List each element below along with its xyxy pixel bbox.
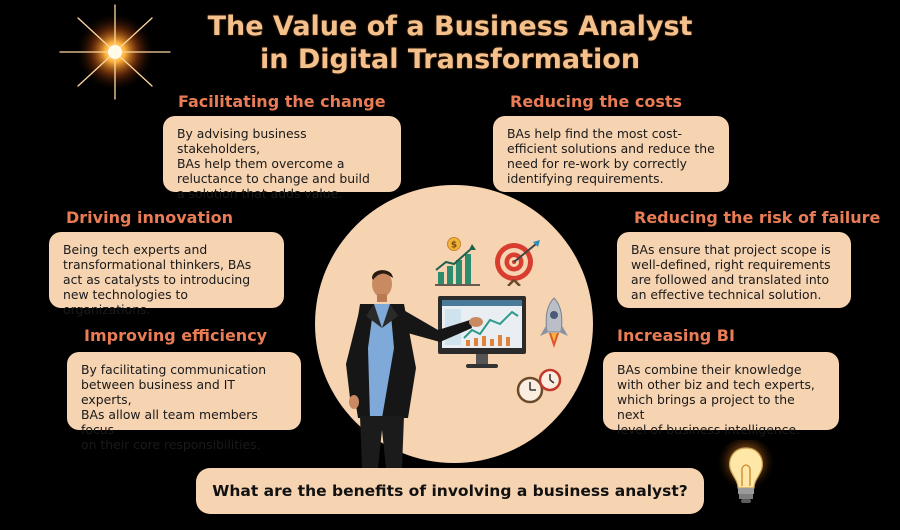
box-driving-innovation: Being tech experts and transformational …	[49, 232, 284, 317]
text-line: well-defined, right requirements	[631, 257, 831, 272]
target-icon	[495, 240, 540, 286]
text-line: BAs help them overcome a	[177, 156, 345, 171]
text-line: on their core responsibilities.	[81, 437, 261, 452]
text-line: BAs ensure that project scope is	[631, 242, 831, 257]
svg-text:$: $	[451, 241, 457, 251]
title-line-2: in Digital Transformation	[259, 44, 641, 75]
heading-improving-efficiency: Improving efficiency	[84, 326, 268, 345]
text-line: Being tech experts and	[63, 242, 208, 257]
box-increasing-bi: BAs combine their knowledge with other b…	[603, 352, 839, 437]
text-line: with other biz and tech experts,	[617, 377, 815, 392]
heading-increasing-bi: Increasing BI	[617, 326, 735, 345]
box-reducing-costs: BAs help find the most cost- efficient s…	[493, 116, 729, 192]
text-line: BAs help find the most cost-	[507, 126, 682, 141]
text-line: By facilitating communication	[81, 362, 267, 377]
question-banner: What are the benefits of involving a bus…	[196, 468, 704, 514]
text-line: an effective technical solution.	[631, 287, 822, 302]
rocket-icon	[540, 297, 568, 348]
growth-chart-icon: $	[435, 237, 480, 286]
text-line: level of business intelligence.	[617, 422, 801, 437]
heading-reducing-costs: Reducing the costs	[510, 92, 683, 111]
heading-facilitating: Facilitating the change	[178, 92, 386, 111]
text-line: identifying requirements.	[507, 171, 664, 186]
text-line: new technologies to organizations.	[63, 287, 188, 317]
box-reducing-risk: BAs ensure that project scope is well-de…	[617, 232, 851, 308]
title-line-1: The Value of a Business Analyst	[207, 11, 693, 42]
heading-reducing-risk: Reducing the risk of failure	[634, 208, 881, 227]
text-line: reluctance to change and build	[177, 171, 370, 186]
text-line: efficient solutions and reduce the	[507, 141, 715, 156]
text-line: between business and IT experts,	[81, 377, 235, 407]
text-line: BAs allow all team members focus	[81, 407, 258, 437]
clocks-icon	[516, 368, 562, 404]
text-line: BAs combine their knowledge	[617, 362, 802, 377]
text-line: which brings a project to the next	[617, 392, 795, 422]
text-line: are followed and translated into	[631, 272, 830, 287]
sparkle-icon	[59, 4, 171, 100]
box-facilitating: By advising business stakeholders, BAs h…	[163, 116, 401, 201]
text-line: need for re-work by correctly	[507, 156, 688, 171]
heading-driving-innovation: Driving innovation	[66, 208, 233, 227]
text-line: a solution that adds value.	[177, 186, 343, 201]
text-line: act as catalysts to introducing	[63, 272, 251, 287]
text-line: By advising business stakeholders,	[177, 126, 307, 156]
page-title: The Value of a Business Analyst in Digit…	[0, 10, 900, 76]
lightbulb-icon	[716, 440, 776, 503]
text-line: transformational thinkers, BAs	[63, 257, 252, 272]
business-analyst-figure	[346, 270, 483, 468]
box-improving-efficiency: By facilitating communication between bu…	[67, 352, 301, 452]
